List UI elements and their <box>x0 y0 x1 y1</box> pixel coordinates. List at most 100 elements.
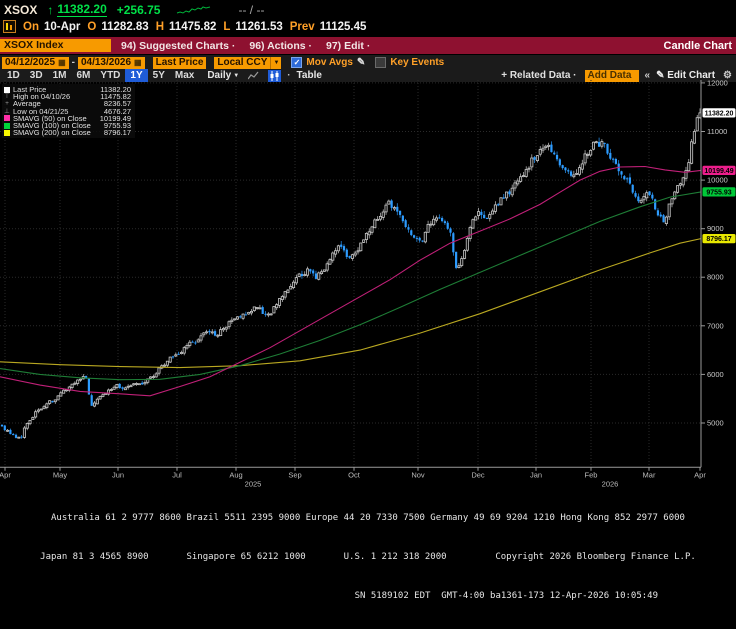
mov-avgs-checkbox[interactable]: ✓ <box>291 57 303 68</box>
footer-session-info: SN 5189102 EDT GMT-4:00 ba1361-173 12-Ap… <box>354 591 658 601</box>
low-label: L <box>223 20 231 33</box>
calendar-icon[interactable]: ▦ <box>134 57 142 67</box>
add-data-input[interactable]: Add Data <box>584 69 639 82</box>
on-label: On <box>23 20 39 33</box>
quote-header: XSOX ↑ 11382.20 +256.75 -- / -- <box>4 2 264 17</box>
svg-text:11382.20: 11382.20 <box>705 111 734 118</box>
date-to-input[interactable]: 04/13/2026 ▦ <box>77 56 145 69</box>
mov-avgs-edit-icon[interactable]: ✎ <box>356 57 366 68</box>
axis-price-badge: 8796.17 <box>702 234 736 244</box>
collapse-panel-icon[interactable]: « <box>644 70 651 81</box>
gear-icon[interactable]: ⚙ <box>723 70 732 81</box>
legend-row[interactable]: SMAVG (100) on Close 9755.93 <box>4 122 131 129</box>
chart-type-more[interactable]: · <box>287 70 291 81</box>
x-year-label: 2025 <box>245 480 262 489</box>
legend-label: Last Price <box>13 85 47 94</box>
currency-dropdown-icon[interactable]: ▼ <box>270 56 282 69</box>
x-tick-label: Jul <box>172 471 182 480</box>
chart-toolbar: 04/12/2025 ▦ - 04/13/2026 ▦ Last Price Loc… <box>0 55 736 82</box>
right-tools: + Related Data · Add Data « ✎ Edit Chart… <box>501 69 734 82</box>
line-chart-icon[interactable] <box>247 70 260 82</box>
menu-suggested-charts[interactable]: 94) Suggested Charts · <box>121 39 236 52</box>
ma-line <box>0 191 702 381</box>
candle-chart-icon[interactable] <box>268 69 282 82</box>
chart-legend: Last Price 11382.20 ⊤ High on 04/10/26 11475… <box>2 84 135 139</box>
menu-edit[interactable]: 97) Edit · <box>325 39 371 52</box>
field-select[interactable]: Last Price <box>152 56 207 69</box>
up-arrow-icon: ↑ <box>47 2 54 17</box>
period-row: 1D 3D 1M 6M YTD 1Y 5Y Max Daily ▼ · Table + Rel… <box>2 69 734 82</box>
bloomberg-terminal-screen: XSOX ↑ 11382.20 +256.75 -- / -- On 10-Ap… <box>0 0 736 601</box>
range-ytd[interactable]: YTD <box>100 70 121 81</box>
legend-value: 8236.57 <box>103 99 131 109</box>
legend-label: High on 04/10/26 <box>13 92 71 102</box>
footer-phones-2: Japan 81 3 4565 8900 Singapore 65 6212 1… <box>40 552 696 562</box>
bid-ask: -- / -- <box>238 2 265 17</box>
high-value: 11475.82 <box>169 20 217 33</box>
currency-select[interactable]: Local CCY <box>214 56 271 69</box>
axis-price-badge: 9755.93 <box>702 187 736 197</box>
y-tick-label: 6000 <box>707 370 724 379</box>
legend-value: 11475.82 <box>100 92 131 102</box>
x-tick-label: Nov <box>411 471 425 480</box>
axis-price-badge: 11382.20 <box>702 108 736 118</box>
svg-text:9755.93: 9755.93 <box>706 190 731 197</box>
legend-swatch <box>4 122 10 129</box>
key-events-checkbox[interactable] <box>375 57 387 68</box>
range-1y[interactable]: 1Y <box>125 69 148 82</box>
mov-avgs-label[interactable]: Mov Avgs <box>306 57 353 68</box>
range-3d[interactable]: 3D <box>29 70 43 81</box>
settings-row: 04/12/2025 ▦ - 04/13/2026 ▦ Last Price Loc… <box>2 56 444 69</box>
market-status-icon[interactable] <box>3 20 16 33</box>
x-tick-label: Jun <box>112 471 124 480</box>
price-change: +256.75 <box>116 2 161 17</box>
related-data-button[interactable]: + Related Data · <box>501 70 577 81</box>
x-tick-label: Jan <box>530 471 542 480</box>
ticker-input[interactable]: XSOX Index <box>0 39 111 52</box>
y-tick-label: 10000 <box>707 176 728 185</box>
range-max[interactable]: Max <box>174 70 195 81</box>
legend-label: SMAVG (50) on Close <box>13 113 87 123</box>
x-tick-label: Mar <box>643 471 656 480</box>
menu-actions[interactable]: 96) Actions · <box>249 39 312 52</box>
legend-value: 8796.17 <box>103 128 131 138</box>
date-range-separator: - <box>71 57 75 68</box>
date-to-value: 04/13/2026 <box>80 56 132 68</box>
table-button[interactable]: Table <box>296 70 322 81</box>
prev-label: Prev <box>289 20 315 33</box>
menu-bar: XSOX Index 94) Suggested Charts · 96) Ac… <box>0 37 736 54</box>
legend-row[interactable]: Last Price 11382.20 <box>4 86 131 93</box>
ma-line <box>0 165 702 397</box>
range-1d[interactable]: 1D <box>7 70 20 81</box>
x-year-label: 2026 <box>602 480 619 489</box>
legend-swatch <box>4 129 10 136</box>
legend-row[interactable]: + Average 8236.57 <box>4 99 131 109</box>
open-value: 11282.83 <box>101 20 149 33</box>
prev-value: 11125.45 <box>319 20 367 33</box>
legend-row[interactable]: SMAVG (50) on Close 10199.49 <box>4 113 131 123</box>
edit-chart-button[interactable]: ✎ Edit Chart <box>656 70 715 81</box>
legend-row[interactable]: ⊥ Low on 04/21/25 4676.27 <box>4 106 131 116</box>
legend-label: Low on 04/21/25 <box>13 106 69 116</box>
intraday-sparkline <box>177 6 211 14</box>
open-label: O <box>87 20 97 33</box>
calendar-icon[interactable]: ▦ <box>58 57 66 67</box>
date-from-input[interactable]: 04/12/2025 ▦ <box>2 56 69 69</box>
legend-value: 10199.49 <box>99 113 131 123</box>
low-value: 11261.53 <box>235 20 283 33</box>
legend-value: 4676.27 <box>103 106 131 116</box>
range-1m[interactable]: 1M <box>52 70 67 81</box>
frequency-select[interactable]: Daily <box>207 70 232 81</box>
footer-phones-1: Australia 61 2 9777 8600 Brazil 5511 239… <box>51 513 685 523</box>
session-date: 10-Apr <box>43 20 81 33</box>
frequency-dropdown-icon: ▼ <box>233 72 240 79</box>
legend-label: SMAVG (100) on Close <box>13 120 91 130</box>
y-tick-label: 7000 <box>707 321 724 330</box>
ma-line <box>0 238 702 369</box>
range-6m[interactable]: 6M <box>76 70 91 81</box>
legend-row[interactable]: SMAVG (200) on Close 8796.17 <box>4 129 131 136</box>
range-5y[interactable]: 5Y <box>152 70 165 81</box>
price-chart[interactable]: 12000 11000 10000 9000 8000 7000 6000 5000 Apr Ma… <box>0 0 736 490</box>
legend-row[interactable]: ⊤ High on 04/10/26 11475.82 <box>4 92 131 102</box>
key-events-label[interactable]: Key Events <box>390 57 445 68</box>
